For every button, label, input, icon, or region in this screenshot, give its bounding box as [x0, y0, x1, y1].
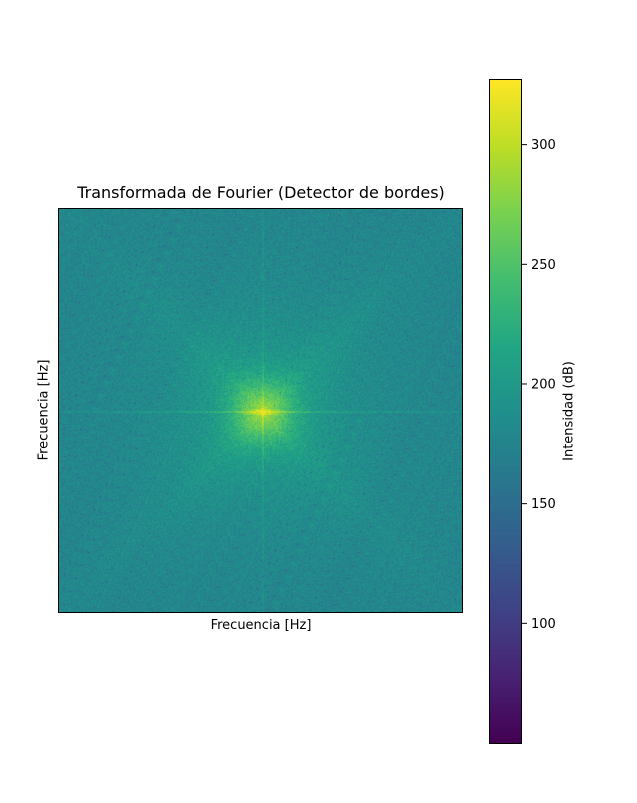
- colorbar-gradient: [490, 80, 521, 743]
- colorbar-tick-label: 100: [531, 617, 556, 632]
- colorbar-tick-label: 200: [531, 377, 556, 392]
- colorbar-tick-label: 300: [531, 138, 556, 153]
- fourier-heatmap: [58, 208, 463, 613]
- chart-title: Transformada de Fourier (Detector de bor…: [77, 183, 445, 202]
- colorbar-label: Intensidad (dB): [561, 361, 577, 461]
- colorbar-tick-label: 150: [531, 497, 556, 512]
- colorbar-tick-label: 250: [531, 258, 556, 273]
- heatmap-canvas: [59, 209, 462, 612]
- colorbar: [489, 79, 522, 744]
- x-axis-label: Frecuencia [Hz]: [210, 618, 312, 633]
